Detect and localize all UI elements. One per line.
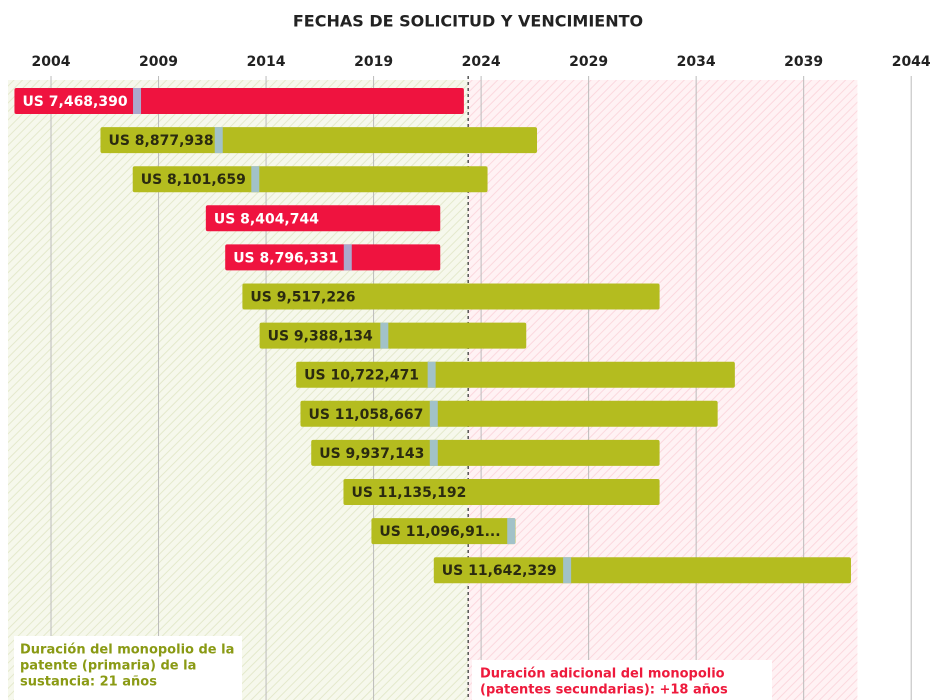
marker <box>429 439 438 466</box>
secondary-region <box>468 80 858 700</box>
annotation-box <box>14 636 242 700</box>
annotation-box <box>472 660 772 700</box>
marker <box>563 557 572 584</box>
bar <box>343 479 660 505</box>
x-tick-label: 2024 <box>462 54 501 70</box>
x-tick-label: 2044 <box>892 54 931 70</box>
marker <box>380 322 389 349</box>
bar-label: US 8,796,331 <box>233 250 338 266</box>
x-tick-label: 2039 <box>784 54 823 70</box>
annotation: patente (primaria) de la <box>20 659 196 674</box>
marker <box>429 400 438 427</box>
bar-label: US 11,642,329 <box>442 563 557 579</box>
marker <box>427 361 436 388</box>
marker <box>133 88 142 114</box>
bar-label: US 11,135,192 <box>351 485 466 501</box>
marker <box>507 518 516 545</box>
bar <box>311 439 660 466</box>
marker <box>251 166 260 193</box>
annotation: (patentes secundarias): +18 años <box>480 683 728 698</box>
bar <box>433 557 851 584</box>
bar <box>132 166 488 193</box>
annotation: sustancia: 21 años <box>20 675 157 690</box>
marker <box>343 244 352 271</box>
chart-title: FECHAS DE SOLICITUD Y VENCIMIENTO <box>293 12 643 31</box>
x-tick-label: 2019 <box>354 54 393 70</box>
bar <box>296 361 735 388</box>
annotation: Duración adicional del monopolio <box>480 667 725 682</box>
bar <box>225 244 441 271</box>
bar-label: US 11,058,667 <box>308 407 423 423</box>
bar <box>14 88 464 114</box>
x-tick-label: 2009 <box>139 54 178 70</box>
bar <box>205 205 441 232</box>
bar-label: US 8,877,938 <box>108 133 213 149</box>
x-tick-label: 2004 <box>32 54 71 70</box>
bar <box>259 322 527 349</box>
x-tick-label: 2014 <box>247 54 286 70</box>
annotation: Duración del monopolio de la <box>20 643 234 658</box>
x-tick-label: 2034 <box>677 54 716 70</box>
bar <box>242 283 660 310</box>
bar-label: US 10,722,471 <box>304 368 419 384</box>
bar <box>300 400 718 427</box>
x-tick-label: 2029 <box>569 54 608 70</box>
bar-label: US 7,468,390 <box>22 94 127 110</box>
bar-label: US 8,404,744 <box>214 211 319 227</box>
bar-label: US 11,096,91... <box>379 524 500 540</box>
bar-label: US 8,101,659 <box>141 172 246 188</box>
bar-label: US 9,937,143 <box>319 446 424 462</box>
bar-label: US 9,517,226 <box>250 290 355 306</box>
bar-label: US 9,388,134 <box>268 329 373 345</box>
bar <box>371 518 516 545</box>
bar <box>100 127 538 154</box>
marker <box>214 127 223 154</box>
